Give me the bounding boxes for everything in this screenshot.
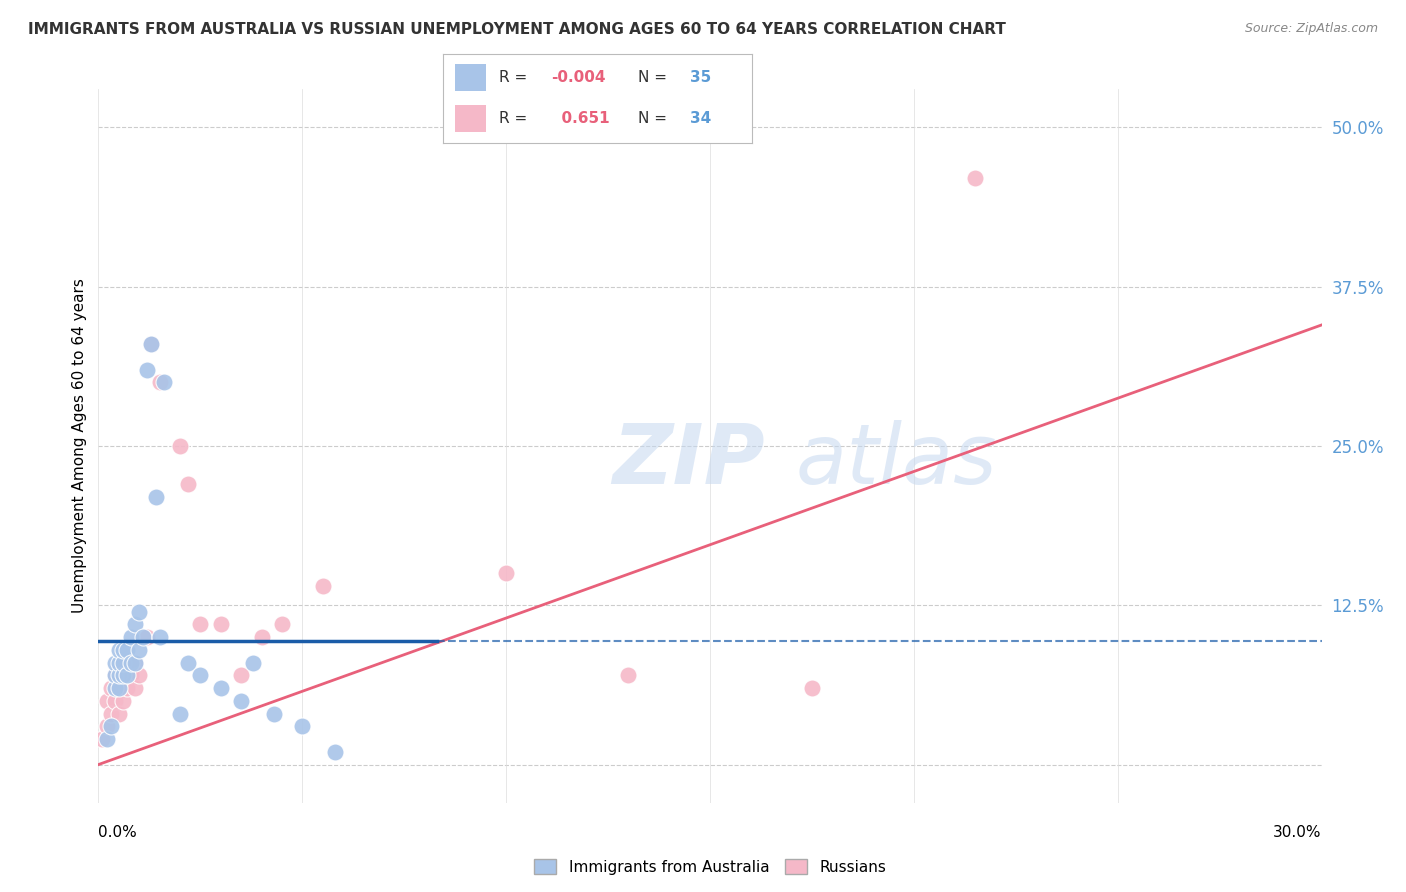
Point [115, 656, 138, 670]
Point [312, 579, 335, 593]
Point [96, 719, 118, 733]
Point [120, 668, 142, 682]
Point [111, 656, 134, 670]
Text: 35: 35 [690, 70, 711, 85]
Point [152, 376, 174, 390]
Point [177, 656, 200, 670]
Point [136, 630, 159, 644]
Point [188, 668, 212, 682]
Point [115, 681, 138, 695]
Point [100, 719, 122, 733]
Text: 0.0%: 0.0% [98, 825, 138, 840]
Point [108, 643, 131, 657]
Point [108, 668, 131, 682]
Text: N =: N = [638, 112, 672, 126]
Y-axis label: Unemployment Among Ages 60 to 64 years: Unemployment Among Ages 60 to 64 years [72, 278, 87, 614]
Point [111, 694, 134, 708]
Point [108, 681, 131, 695]
Point [141, 337, 163, 351]
Point [495, 566, 517, 581]
Point [124, 656, 146, 670]
Point [100, 706, 122, 721]
Point [124, 617, 146, 632]
Point [965, 171, 987, 186]
Text: Source: ZipAtlas.com: Source: ZipAtlas.com [1244, 22, 1378, 36]
Point [104, 668, 127, 682]
Point [145, 490, 167, 504]
Point [111, 643, 134, 657]
Point [149, 630, 172, 644]
Point [108, 681, 131, 695]
Point [124, 656, 146, 670]
Point [104, 656, 127, 670]
Point [291, 719, 314, 733]
Point [149, 376, 172, 390]
Bar [456, 64, 486, 91]
Point [188, 617, 212, 632]
Point [108, 668, 131, 682]
Text: -0.004: -0.004 [551, 70, 606, 85]
Point [209, 617, 232, 632]
Point [124, 681, 146, 695]
Point [169, 439, 191, 453]
Point [111, 668, 134, 682]
Legend: Immigrants from Australia, Russians: Immigrants from Australia, Russians [527, 853, 893, 880]
Point [263, 706, 285, 721]
Point [104, 694, 127, 708]
Point [231, 668, 253, 682]
Point [100, 681, 122, 695]
Point [270, 617, 294, 632]
Point [250, 630, 273, 644]
Text: atlas: atlas [796, 420, 997, 500]
Point [136, 362, 159, 376]
Text: 34: 34 [690, 112, 711, 126]
Text: N =: N = [638, 70, 672, 85]
Point [104, 681, 127, 695]
Point [231, 694, 253, 708]
Point [115, 668, 138, 682]
Point [132, 630, 155, 644]
Point [801, 681, 824, 695]
Point [242, 656, 264, 670]
Point [111, 668, 134, 682]
Point [617, 668, 640, 682]
Point [141, 337, 163, 351]
Point [120, 630, 142, 644]
Bar [456, 105, 486, 132]
Point [91, 732, 114, 747]
Point [108, 656, 131, 670]
Point [104, 668, 127, 682]
Point [120, 656, 142, 670]
Point [96, 694, 118, 708]
Text: 30.0%: 30.0% [1274, 825, 1322, 840]
Point [132, 630, 155, 644]
Point [115, 643, 138, 657]
Point [128, 605, 150, 619]
Text: R =: R = [499, 112, 531, 126]
Text: R =: R = [499, 70, 531, 85]
Point [169, 706, 191, 721]
Point [209, 681, 232, 695]
Point [177, 477, 200, 491]
Text: ZIP: ZIP [612, 420, 765, 500]
Point [323, 745, 346, 759]
Text: 0.651: 0.651 [551, 112, 610, 126]
Point [96, 732, 118, 747]
Point [108, 706, 131, 721]
Point [128, 643, 150, 657]
Text: IMMIGRANTS FROM AUSTRALIA VS RUSSIAN UNEMPLOYMENT AMONG AGES 60 TO 64 YEARS CORR: IMMIGRANTS FROM AUSTRALIA VS RUSSIAN UNE… [28, 22, 1007, 37]
Point [128, 668, 150, 682]
